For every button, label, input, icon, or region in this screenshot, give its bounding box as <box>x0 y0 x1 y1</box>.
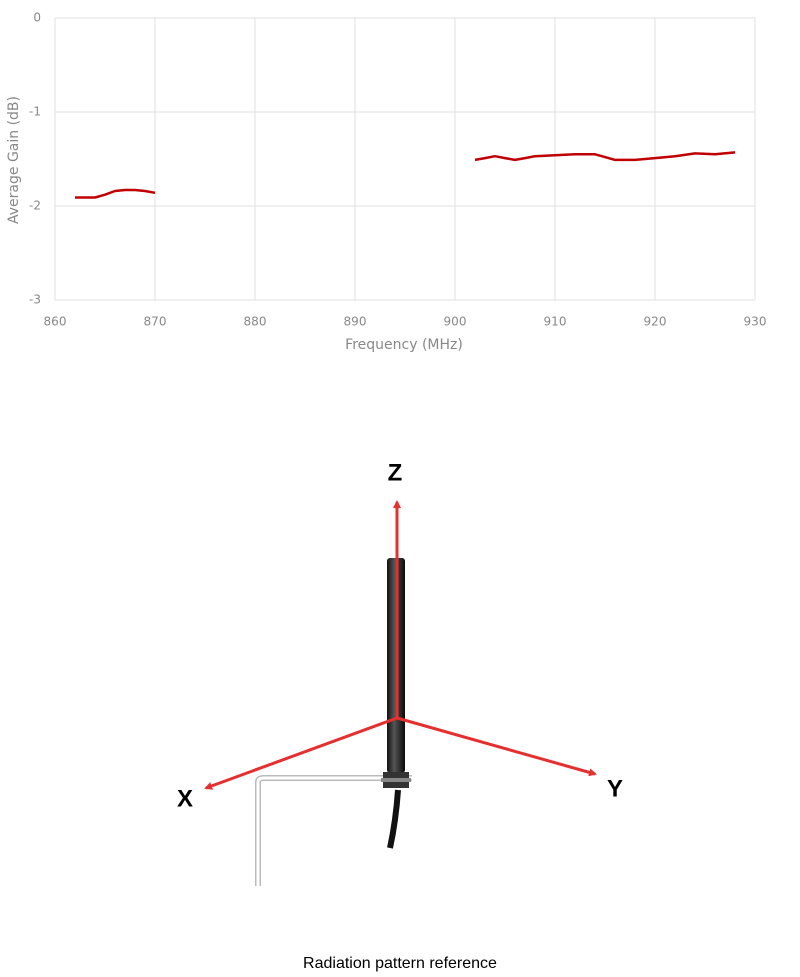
antenna-diagram: Z X Y Radiation pattern reference <box>177 459 623 972</box>
x-axis-title: Frequency (MHz) <box>345 337 463 353</box>
x-tick-label: 910 <box>544 315 567 329</box>
data-line <box>75 151 736 199</box>
y-arrow <box>396 716 597 777</box>
axis-label: X <box>177 785 193 812</box>
y-tick-label: -1 <box>29 105 41 119</box>
x-arrow <box>204 716 398 790</box>
x-tick-label: 920 <box>644 315 667 329</box>
x-tick-label: 900 <box>444 315 467 329</box>
x-tick-label: 880 <box>244 315 267 329</box>
x-tick-label: 890 <box>344 315 367 329</box>
y-tick-label: 0 <box>33 11 41 25</box>
caption: Radiation pattern reference <box>303 955 497 972</box>
axis-label: Z <box>388 459 403 486</box>
x-tick-label: 930 <box>744 315 767 329</box>
chart: Frequency (MHz) Average Gain (dB) 0 -1 -2 -… <box>6 11 767 354</box>
y-tick-label: -2 <box>29 199 41 213</box>
x-tick-label: 860 <box>44 315 67 329</box>
axis-label: Y <box>607 775 623 802</box>
x-tick-label: 870 <box>144 315 167 329</box>
y-tick-label: -3 <box>29 293 41 307</box>
y-axis-title: Average Gain (dB) <box>6 96 22 224</box>
